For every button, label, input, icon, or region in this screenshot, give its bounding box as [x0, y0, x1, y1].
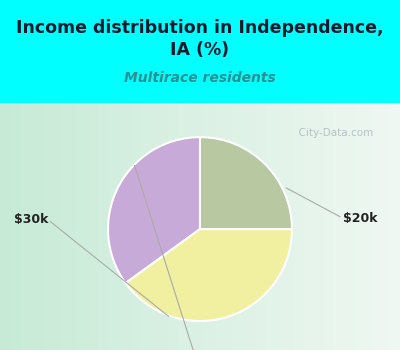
- Wedge shape: [108, 137, 200, 283]
- Wedge shape: [200, 137, 292, 229]
- Text: City-Data.com: City-Data.com: [292, 128, 373, 138]
- Text: Income distribution in Independence,
IA (%): Income distribution in Independence, IA …: [16, 19, 384, 59]
- Text: $30k: $30k: [14, 214, 48, 226]
- Text: Multirace residents: Multirace residents: [124, 71, 276, 85]
- Text: $20k: $20k: [342, 211, 377, 225]
- Wedge shape: [126, 229, 292, 321]
